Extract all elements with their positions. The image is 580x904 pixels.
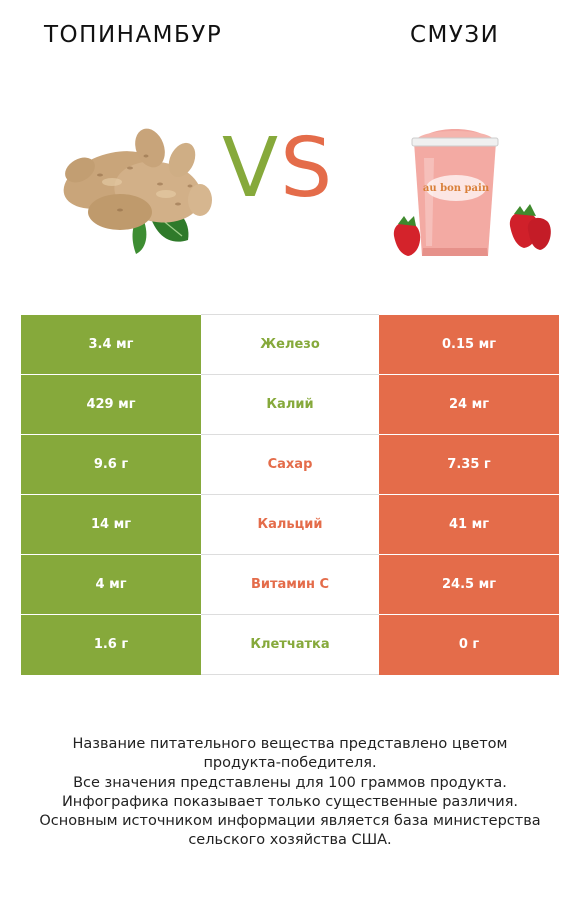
left-value-cell: 9.6 г (21, 434, 201, 495)
comparison-row: 429 мг Калий 24 мг (21, 374, 559, 435)
right-value-cell: 24 мг (379, 374, 559, 435)
footnote-line: Название питательного вещества представл… (72, 736, 508, 752)
footnote-line: Все значения представлены для 100 граммо… (73, 774, 507, 791)
comparison-row: 4 мг Витамин С 24.5 мг (21, 554, 559, 615)
vs-v-letter: V (222, 121, 281, 216)
smoothie-cup-image: au bon pain (393, 129, 551, 256)
vs-label: VS (222, 128, 334, 210)
left-value-cell: 3.4 мг (21, 314, 201, 375)
nutrient-name-cell: Сахар (201, 434, 379, 495)
left-value-cell: 429 мг (21, 374, 201, 435)
jerusalem-artichoke-image (63, 128, 212, 254)
comparison-row: 14 мг Кальций 41 мг (21, 494, 559, 555)
right-value-cell: 0 г (379, 614, 559, 675)
strawberry-right-icon (509, 204, 551, 250)
nutrient-name-cell: Витамин С (201, 554, 379, 615)
comparison-row: 1.6 г Клетчатка 0 г (21, 614, 559, 675)
left-value-cell: 14 мг (21, 494, 201, 555)
cup-brand-label: au bon pain (423, 183, 490, 194)
footnote-line: Основным источником информации является … (39, 813, 541, 830)
comparison-table: 3.4 мг Железо 0.15 мг 429 мг Калий 24 мг 9.6 г… (21, 314, 559, 675)
left-value-cell: 4 мг (21, 554, 201, 615)
comparison-row: 3.4 мг Железо 0.15 мг (21, 314, 559, 375)
nutrient-name-cell: Кальций (201, 494, 379, 555)
footnote-line: продукта-победителя. (203, 755, 377, 772)
left-value-cell: 1.6 г (21, 614, 201, 675)
right-value-cell: 41 мг (379, 494, 559, 555)
nutrient-name-cell: Калий (201, 374, 379, 435)
nutrient-name-cell: Клетчатка (201, 614, 379, 675)
left-product-title: ТОПИНАМБУР (44, 22, 223, 48)
footnote-line: Инфографика показывает только существенн… (61, 793, 519, 810)
right-value-cell: 0.15 мг (379, 314, 559, 375)
right-value-cell: 24.5 мг (379, 554, 559, 615)
footnotes: Название питательного вещества представл… (20, 735, 560, 851)
right-value-cell: 7.35 г (379, 434, 559, 495)
right-product-title: СМУЗИ (410, 22, 500, 48)
footnote-line: сельского хозяйства США. (188, 832, 392, 849)
comparison-row: 9.6 г Сахар 7.35 г (21, 434, 559, 495)
nutrient-name-cell: Железо (201, 314, 379, 375)
vs-s-letter: S (280, 121, 335, 216)
strawberry-left-icon (393, 216, 421, 256)
